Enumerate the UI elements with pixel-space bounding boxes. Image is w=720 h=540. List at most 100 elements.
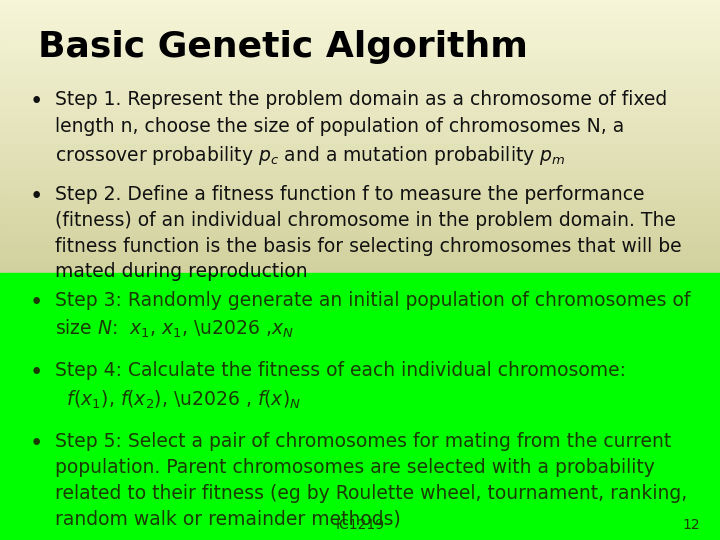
Bar [0, 214, 720, 215]
Text: Step 2. Define a fitness function f to measure the performance
(fitness) of an i: Step 2. Define a fitness function f to m… [55, 185, 682, 281]
Bar [0, 82, 720, 83]
Bar [0, 76, 720, 78]
Bar [0, 228, 720, 229]
Bar [0, 67, 720, 68]
Bar [0, 242, 720, 244]
Text: size $N$:  $x_1$, $x_1$, \u2026 ,$x_N$: size $N$: $x_1$, $x_1$, \u2026 ,$x_N$ [55, 318, 294, 340]
Bar [0, 68, 720, 70]
Bar [0, 16, 720, 18]
Bar [0, 239, 720, 240]
Bar [0, 73, 720, 75]
Bar [0, 137, 720, 138]
Text: length n, choose the size of population of chromosomes N, a: length n, choose the size of population … [55, 117, 624, 136]
Bar [0, 75, 720, 76]
Bar [0, 46, 720, 48]
Bar [0, 5, 720, 7]
Bar [0, 194, 720, 195]
Bar [0, 234, 720, 236]
Bar [0, 131, 720, 132]
Bar [0, 169, 720, 171]
Bar [0, 147, 720, 149]
Bar [0, 213, 720, 214]
Bar [0, 262, 720, 263]
Bar [0, 72, 720, 73]
Bar [0, 96, 720, 97]
Bar [0, 248, 720, 249]
Bar [0, 173, 720, 174]
Bar [0, 39, 720, 41]
Bar [0, 207, 720, 208]
Bar [0, 128, 720, 130]
Bar [0, 2, 720, 3]
Bar [0, 30, 720, 31]
Bar [0, 59, 720, 60]
Text: •: • [30, 361, 43, 384]
Bar [0, 174, 720, 176]
Bar [0, 161, 720, 162]
Bar [0, 197, 720, 198]
Bar [0, 56, 720, 57]
Text: •: • [30, 291, 43, 314]
Bar [0, 38, 720, 39]
Bar [0, 224, 720, 225]
Text: 12: 12 [683, 518, 700, 532]
Bar [0, 130, 720, 131]
Bar [0, 23, 720, 24]
Bar [0, 112, 720, 113]
Bar [0, 64, 720, 65]
Bar [0, 229, 720, 231]
Bar [0, 263, 720, 265]
Bar [0, 42, 720, 44]
Bar [0, 225, 720, 226]
Bar [0, 87, 720, 89]
Text: •: • [30, 185, 43, 208]
Bar [0, 53, 720, 55]
Bar [0, 176, 720, 177]
Bar [0, 222, 720, 224]
Bar [0, 146, 720, 147]
Bar [0, 208, 720, 210]
Bar [0, 33, 720, 34]
Bar [0, 271, 720, 273]
Bar [0, 57, 720, 59]
Bar [0, 181, 720, 183]
Bar [0, 202, 720, 203]
Bar [0, 156, 720, 157]
Bar [0, 256, 720, 258]
Bar [0, 18, 720, 19]
Bar [0, 205, 720, 206]
Text: Basic Genetic Algorithm: Basic Genetic Algorithm [38, 30, 528, 64]
Bar [0, 195, 720, 197]
Bar [0, 237, 720, 239]
Bar [0, 113, 720, 114]
Bar [0, 266, 720, 267]
Bar [0, 232, 720, 233]
Bar [0, 179, 720, 180]
Bar [0, 99, 720, 101]
Bar [0, 117, 720, 119]
Bar [0, 192, 720, 194]
Bar [0, 41, 720, 42]
Bar [0, 259, 720, 260]
Bar [0, 154, 720, 156]
Bar [0, 60, 720, 62]
Bar [0, 159, 720, 161]
Bar [0, 12, 720, 14]
Bar [0, 188, 720, 190]
Bar [0, 91, 720, 93]
Bar [0, 151, 720, 153]
Bar [0, 171, 720, 172]
Text: Step 1. Represent the problem domain as a chromosome of fixed: Step 1. Represent the problem domain as … [55, 90, 667, 109]
Text: crossover probability $p_c$ and a mutation probability $p_m$: crossover probability $p_c$ and a mutati… [55, 144, 566, 167]
Bar [0, 240, 720, 241]
Bar [0, 122, 720, 123]
Bar [0, 102, 720, 104]
Bar [0, 94, 720, 96]
Bar [0, 162, 720, 164]
Bar [0, 119, 720, 120]
Bar [0, 31, 720, 33]
Text: Step 4: Calculate the fitness of each individual chromosome:: Step 4: Calculate the fitness of each in… [55, 361, 626, 380]
Bar [0, 109, 720, 111]
Bar [0, 71, 720, 72]
Bar [0, 7, 720, 8]
